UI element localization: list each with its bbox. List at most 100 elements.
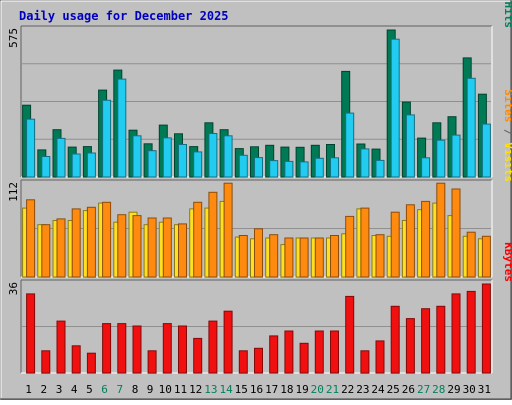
x-tick-label: 24: [371, 383, 385, 396]
x-tick-label: 21: [326, 383, 339, 396]
bar-sites-day-1: [26, 199, 36, 278]
bar-kbytes-day-3: [56, 320, 66, 374]
bar-kbytes-day-17: [269, 335, 279, 374]
bar-kbytes-day-26: [405, 318, 415, 374]
bar-kbytes-day-12: [193, 337, 203, 374]
bar-sites-day-5: [86, 206, 96, 278]
bar-kbytes-day-6: [102, 323, 112, 374]
bar-pages-day-26: [405, 114, 415, 178]
bar-pages-day-27: [421, 157, 431, 178]
bar-pages-day-10: [162, 137, 172, 178]
legend: KBytes: [502, 242, 512, 282]
legend-entry: Visits: [502, 142, 512, 182]
bar-pages-day-30: [466, 77, 476, 178]
series-kbytes: [26, 283, 491, 374]
x-tick-label: 22: [341, 383, 354, 396]
x-tick-label: 7: [116, 383, 123, 396]
bar-kbytes-day-9: [147, 350, 157, 374]
bar-sites-day-7: [117, 214, 127, 278]
bar-pages-day-31: [481, 123, 491, 178]
bar-pages-day-12: [193, 151, 203, 178]
bar-kbytes-day-7: [117, 323, 127, 374]
bar-sites-day-6: [102, 201, 112, 278]
x-tick-label: 23: [356, 383, 369, 396]
x-tick-label: 5: [86, 383, 93, 396]
bar-pages-day-28: [436, 139, 446, 178]
bar-sites-day-18: [284, 237, 294, 278]
x-tick-label: 9: [147, 383, 154, 396]
bar-pages-day-13: [208, 133, 218, 178]
bar-kbytes-day-21: [330, 330, 339, 374]
bar-sites-day-14: [223, 182, 233, 278]
x-tick-label: 4: [71, 383, 78, 396]
bar-pages-day-7: [117, 78, 127, 178]
bar-kbytes-day-2: [41, 350, 51, 374]
bar-kbytes-day-20: [314, 330, 324, 374]
bar-kbytes-day-31: [481, 283, 491, 374]
x-tick-label: 6: [101, 383, 108, 396]
bar-pages-day-19: [299, 161, 309, 178]
bar-sites-day-17: [269, 234, 279, 278]
x-tick-label: 26: [402, 383, 415, 396]
bar-sites-day-3: [56, 218, 66, 278]
bar-sites-day-26: [405, 204, 415, 278]
bar-kbytes-day-23: [360, 350, 370, 374]
bar-sites-day-28: [436, 182, 446, 278]
bar-sites-day-8: [132, 215, 142, 278]
x-tick-label: 19: [295, 383, 308, 396]
bar-sites-day-21: [330, 235, 339, 278]
bar-sites-day-20: [314, 237, 324, 278]
bar-kbytes-day-16: [254, 347, 263, 374]
bar-pages-day-16: [254, 157, 263, 178]
bar-sites-day-27: [421, 200, 431, 278]
panel-kbytes: 36 KBytes: [7, 242, 512, 374]
x-tick-label: 15: [235, 383, 248, 396]
bar-pages-day-14: [223, 135, 233, 178]
bar-sites-day-19: [299, 237, 309, 278]
bar-pages-day-21: [330, 157, 339, 178]
series-sites: [26, 182, 491, 278]
x-tick-label: 29: [447, 383, 460, 396]
bar-kbytes-day-25: [390, 305, 400, 374]
bar-kbytes-day-29: [451, 293, 461, 374]
bar-kbytes-day-11: [178, 325, 187, 374]
bar-kbytes-day-15: [238, 350, 248, 374]
chart-title: Daily usage for December 2025: [19, 9, 229, 23]
bar-kbytes-day-30: [466, 290, 476, 374]
bar-sites-day-29: [451, 188, 461, 278]
legend-entry: Sites: [502, 89, 512, 122]
x-tick-label: 14: [219, 383, 233, 396]
bar-kbytes-day-18: [284, 330, 294, 374]
x-tick-label: 16: [250, 383, 263, 396]
bar-sites-day-12: [193, 201, 203, 278]
bar-sites-day-16: [254, 228, 263, 278]
bar-pages-day-22: [345, 112, 355, 178]
bar-sites-day-4: [71, 208, 81, 278]
bar-kbytes-day-22: [345, 295, 355, 374]
x-tick-label: 11: [174, 383, 187, 396]
bar-kbytes-day-27: [421, 308, 431, 374]
y-max-label: 36: [7, 282, 20, 295]
bar-pages-day-23: [360, 148, 370, 178]
bar-pages-day-3: [56, 137, 66, 178]
bar-pages-day-17: [269, 160, 279, 178]
x-tick-label: 2: [40, 383, 47, 396]
bar-sites-day-9: [147, 217, 157, 278]
bar-kbytes-day-24: [375, 340, 385, 374]
bar-sites-day-30: [466, 231, 476, 278]
bar-sites-day-13: [208, 191, 218, 278]
bar-sites-day-10: [162, 217, 172, 278]
x-tick-label: 30: [463, 383, 476, 396]
bar-pages-day-4: [71, 153, 81, 178]
bar-pages-day-15: [238, 154, 248, 178]
bar-pages-day-20: [314, 157, 324, 178]
bar-sites-day-22: [345, 215, 355, 278]
bar-kbytes-day-28: [436, 305, 446, 374]
legend-entry: Hits: [502, 2, 512, 29]
x-tick-label: 8: [132, 383, 139, 396]
bar-kbytes-day-14: [223, 310, 233, 374]
bar-kbytes-day-8: [132, 325, 142, 374]
x-axis-labels: 1 2 3 4 5 6 7 8 9 10 11 12 13 14 15 16 17 18 19 20 21 22 23 24 2…: [25, 383, 491, 396]
bar-pages-day-25: [390, 38, 400, 178]
